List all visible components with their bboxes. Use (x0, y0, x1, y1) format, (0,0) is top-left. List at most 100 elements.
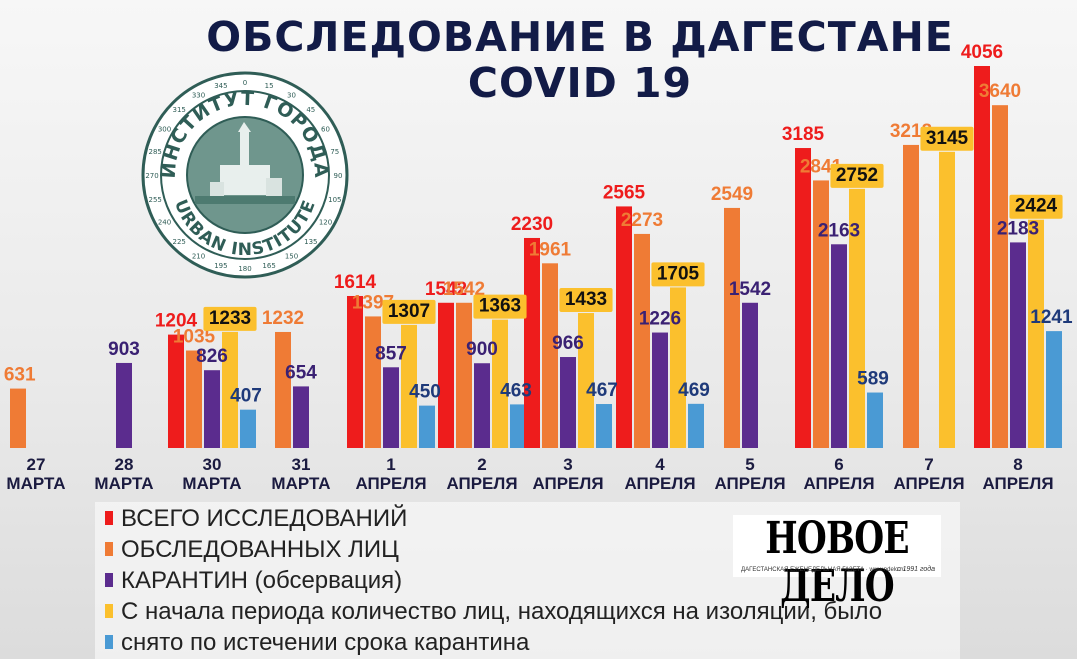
seal-degree-315: 315 (173, 106, 186, 114)
bar-examined-9 (813, 180, 829, 448)
bar-released-5 (510, 404, 526, 448)
x-tick-day-10: 7 (924, 455, 933, 474)
seal-degree-60: 60 (321, 126, 330, 134)
bar-total-6 (524, 237, 540, 448)
legend-item-total: ВСЕГО ИССЛЕДОВАНИЙ (105, 504, 407, 534)
x-tick-month-5: АПРЕЛЯ (446, 474, 517, 493)
bar-quarantine-2 (204, 370, 220, 448)
bars-layer (10, 66, 1062, 449)
value-label-box-isolation-11 (1009, 194, 1063, 219)
seal-degree-255: 255 (149, 196, 162, 204)
bar-released-6 (596, 404, 612, 448)
x-tick-month-3: МАРТА (271, 474, 330, 493)
bar-examined-4 (365, 316, 381, 448)
chart-title: ОБСЛЕДОВАНИЕ В ДАГЕСТАНЕ COVID 19 (200, 14, 960, 106)
value-label-examined-8: 2549 (711, 184, 753, 205)
bar-isolation-6 (578, 313, 594, 448)
bar-isolation-5 (492, 319, 508, 448)
seal-degree-30: 30 (287, 92, 296, 100)
value-label-released-2: 407 (230, 386, 262, 407)
x-tick-month-10: АПРЕЛЯ (893, 474, 964, 493)
seal-degree-45: 45 (306, 106, 315, 114)
x-tick-day-2: 30 (203, 455, 222, 474)
bar-total-7 (616, 206, 632, 448)
value-label-isolation-5: 1363 (479, 296, 521, 317)
bar-examined-5 (456, 302, 472, 448)
bar-chart: 6319031204103582612334071232654161413978… (4, 42, 1073, 493)
value-label-isolation-9: 2752 (836, 165, 878, 186)
bar-isolation-4 (401, 324, 417, 448)
x-tick-month-11: АПРЕЛЯ (982, 474, 1053, 493)
seal-degree-75: 75 (330, 148, 339, 156)
bar-isolation-11 (1028, 219, 1044, 448)
value-label-released-11: 1241 (1030, 307, 1073, 328)
bar-quarantine-8 (742, 302, 758, 448)
value-label-quarantine-5: 900 (466, 339, 498, 360)
value-label-examined-5: 1542 (443, 279, 485, 300)
value-label-examined-6: 1961 (529, 239, 572, 260)
logo-since: с 1991 года (897, 566, 935, 573)
seal-degree-285: 285 (149, 148, 162, 156)
legend-item-isolation: С начала периода количество лиц, находящ… (105, 597, 882, 627)
value-label-box-isolation-10 (920, 126, 974, 151)
bar-examined-11 (992, 105, 1008, 448)
bar-examined-10 (903, 144, 919, 448)
seal-degree-300: 300 (158, 126, 171, 134)
value-label-examined-0: 631 (4, 365, 36, 386)
value-label-quarantine-1: 903 (108, 339, 140, 360)
value-label-examined-3: 1232 (262, 308, 304, 329)
x-tick-day-6: 3 (563, 455, 572, 474)
bar-total-5 (438, 302, 454, 448)
bar-examined-6 (542, 263, 558, 448)
seal-degree-105: 105 (328, 196, 341, 204)
bar-released-9 (867, 392, 883, 448)
bar-total-4 (347, 295, 363, 448)
legend-item-examined: ОБСЛЕДОВАННЫХ ЛИЦ (105, 535, 399, 565)
legend-swatch-released (105, 634, 113, 649)
value-label-released-4: 450 (409, 382, 441, 403)
bar-total-11 (974, 66, 990, 448)
seal-degree-165: 165 (262, 262, 275, 270)
value-label-quarantine-4: 857 (375, 343, 407, 364)
seal-degree-345: 345 (214, 82, 227, 90)
legend-item-quarantine: КАРАНТИН (обсервация) (105, 566, 402, 596)
bar-released-11 (1046, 331, 1062, 448)
value-label-quarantine-8: 1542 (729, 279, 771, 300)
seal-degree-135: 135 (304, 238, 317, 246)
legend-label-released: снято по истечении срока карантина (121, 629, 530, 656)
value-label-isolation-7: 1705 (657, 263, 700, 284)
bar-quarantine-9 (831, 244, 847, 448)
x-tick-month-2: МАРТА (182, 474, 241, 493)
x-tick-month-4: АПРЕЛЯ (355, 474, 426, 493)
bar-examined-2 (186, 350, 202, 448)
value-label-quarantine-6: 966 (552, 333, 584, 354)
x-tick-day-8: 5 (745, 455, 754, 474)
x-tick-day-3: 31 (292, 455, 311, 474)
value-label-quarantine-2: 826 (196, 346, 228, 367)
x-tick-month-7: АПРЕЛЯ (624, 474, 695, 493)
bar-released-2 (240, 409, 256, 448)
seal-degree-225: 225 (173, 238, 186, 246)
bar-total-2 (168, 334, 184, 448)
bar-isolation-2 (222, 331, 238, 448)
seal-degree-0: 0 (243, 79, 247, 87)
bar-examined-3 (275, 331, 291, 448)
value-label-box-isolation-9 (830, 163, 884, 188)
value-label-isolation-2: 1233 (209, 308, 251, 329)
value-label-quarantine-7: 1226 (639, 309, 681, 330)
bar-quarantine-1 (116, 362, 132, 448)
bar-isolation-9 (849, 188, 865, 448)
value-label-total-7: 2565 (603, 182, 646, 203)
seal-degree-150: 150 (285, 253, 298, 261)
value-label-total-5: 1542 (425, 279, 467, 300)
value-label-quarantine-9: 2163 (818, 220, 860, 241)
seal-degree-120: 120 (319, 219, 332, 227)
seal-degree-15: 15 (265, 82, 274, 90)
x-tick-day-1: 28 (115, 455, 134, 474)
value-label-box-isolation-2 (203, 306, 257, 331)
x-tick-month-0: МАРТА (6, 474, 65, 493)
bar-total-9 (795, 148, 811, 449)
chart-title-line1: ОБСЛЕДОВАНИЕ В ДАГЕСТАНЕ (206, 13, 954, 61)
bar-examined-0 (10, 388, 26, 448)
x-tick-day-4: 1 (386, 455, 395, 474)
